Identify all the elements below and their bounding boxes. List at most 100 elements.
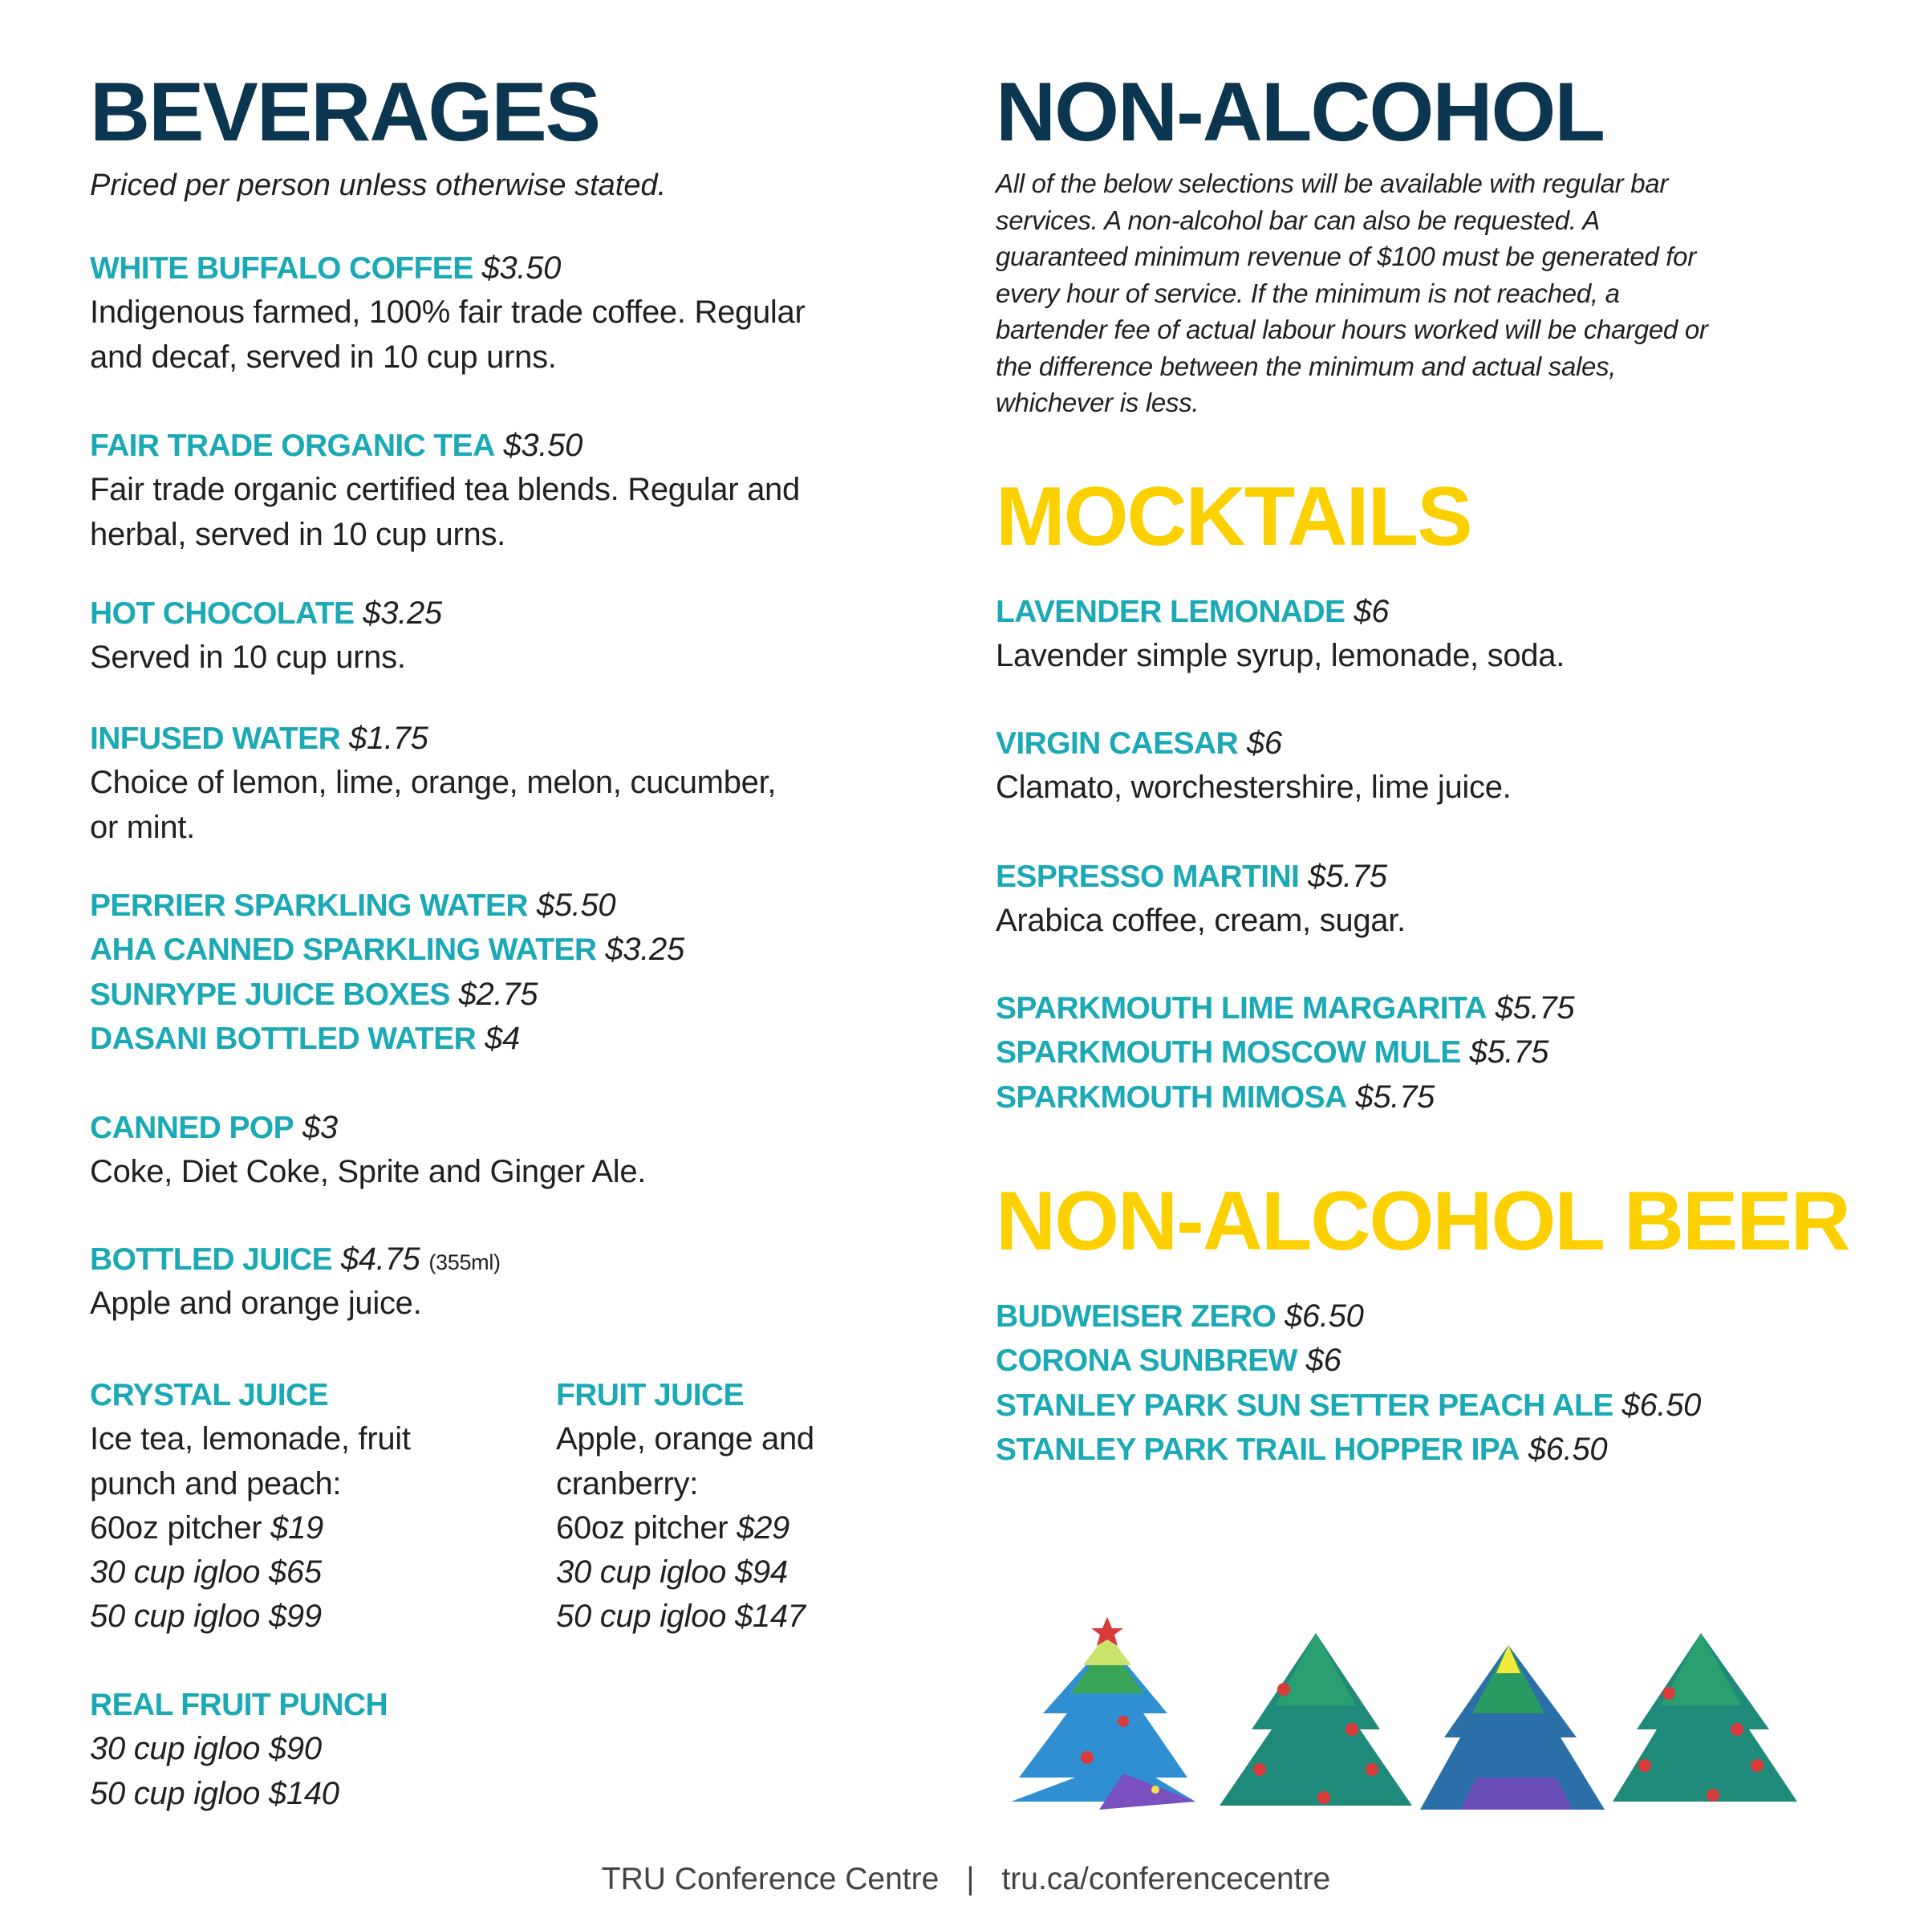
- item-name: VIRGIN CAESAR: [996, 726, 1239, 761]
- item-desc: herbal, served in 10 cup urns.: [90, 516, 505, 552]
- item-name: FAIR TRADE ORGANIC TEA: [90, 429, 495, 463]
- menu-item-virgin-caesar: VIRGIN CAESAR $6 Clamato, worchestershir…: [996, 721, 1512, 811]
- item-desc: Choice of lemon, lime, orange, melon, cu…: [90, 765, 777, 801]
- size-price: $29: [737, 1510, 789, 1546]
- item-price: $3.50: [481, 250, 562, 286]
- paragraph-line: every hour of service. If the minimum is…: [996, 278, 1620, 308]
- sparkmouth-list: SPARKMOUTH LIME MARGARITA $5.75 SPARKMOU…: [996, 986, 1575, 1119]
- item-name: STANLEY PARK TRAIL HOPPER IPA: [996, 1432, 1520, 1467]
- footer-url-link[interactable]: tru.ca/conferencecentre: [1001, 1862, 1331, 1896]
- item-desc: Ice tea, lemonade, fruit: [90, 1421, 411, 1457]
- item-price: $2.75: [458, 976, 538, 1012]
- item-desc: Apple and orange juice.: [90, 1286, 422, 1322]
- menu-item-lavender-lemonade: LAVENDER LEMONADE $6 Lavender simple syr…: [996, 590, 1565, 679]
- item-desc: Apple, orange and: [556, 1421, 814, 1457]
- christmas-tree-icon: [1613, 1633, 1797, 1802]
- item-name: HOT CHOCOLATE: [90, 596, 355, 631]
- item-name: INFUSED WATER: [90, 721, 341, 756]
- item-name: SPARKMOUTH MIMOSA: [996, 1079, 1347, 1115]
- size-label: 60oz pitcher: [90, 1510, 262, 1546]
- menu-item-bottled-juice: BOTTLED JUICE $4.75 (355ml) Apple and or…: [90, 1237, 501, 1327]
- christmas-tree-icon: [1220, 1633, 1412, 1806]
- item-name: REAL FRUIT PUNCH: [90, 1688, 388, 1722]
- item-price: $4: [485, 1020, 520, 1056]
- beverages-subtitle: Priced per person unless otherwise state…: [90, 169, 667, 202]
- item-price: $3.50: [503, 428, 583, 463]
- item-price: $1.75: [348, 721, 428, 756]
- item-desc: Clamato, worchestershire, lime juice.: [996, 770, 1512, 806]
- size-price: $99: [268, 1599, 322, 1635]
- paragraph-line: guaranteed minimum revenue of $100 must …: [996, 242, 1696, 271]
- menu-item-tea: FAIR TRADE ORGANIC TEA $3.50 Fair trade …: [90, 424, 800, 557]
- menu-item-real-fruit-punch: REAL FRUIT PUNCH 30 cup igloo $90 50 cup…: [90, 1683, 388, 1816]
- menu-item-infused-water: INFUSED WATER $1.75 Choice of lemon, lim…: [90, 717, 777, 850]
- paragraph-line: the difference between the minimum and a…: [996, 351, 1617, 381]
- item-desc: Indigenous farmed, 100% fair trade coffe…: [90, 295, 806, 331]
- item-price: $5.75: [1355, 1079, 1435, 1115]
- beer-list: BUDWEISER ZERO $6.50 CORONA SUNBREW $6 S…: [996, 1294, 1701, 1472]
- size-line: 50 cup igloo $140: [90, 1775, 339, 1811]
- item-price: $5.75: [1469, 1034, 1549, 1071]
- item-desc: punch and peach:: [90, 1465, 342, 1501]
- item-name: AHA CANNED SPARKLING WATER: [90, 933, 597, 968]
- menu-item-hot-chocolate: HOT CHOCOLATE $3.25 Served in 10 cup urn…: [90, 591, 442, 681]
- item-name: PERRIER SPARKLING WATER: [90, 888, 529, 923]
- item-name: BUDWEISER ZERO: [996, 1299, 1276, 1334]
- size-label: 50 cup igloo: [556, 1599, 727, 1635]
- item-desc: cranberry:: [556, 1465, 699, 1501]
- item-price: $3: [302, 1110, 338, 1145]
- menu-item-coffee: WHITE BUFFALO COFFEE $3.50 Indigenous fa…: [90, 246, 806, 380]
- item-name: LAVENDER LEMONADE: [996, 595, 1346, 629]
- item-price: $3.25: [363, 595, 442, 631]
- item-desc: Arabica coffee, cream, sugar.: [996, 903, 1406, 939]
- paragraph-line: services. A non-alcohol bar can also be …: [996, 205, 1601, 235]
- item-desc: and decaf, served in 10 cup urns.: [90, 339, 557, 375]
- mocktails-title: MOCKTAILS: [996, 470, 1472, 563]
- item-price: $5.75: [1495, 990, 1575, 1026]
- item-note: (355ml): [428, 1250, 501, 1274]
- menu-item-fruit-juice: FRUIT JUICE Apple, orange and cranberry:…: [556, 1373, 814, 1640]
- item-price: $6: [1354, 594, 1390, 629]
- item-name: CRYSTAL JUICE: [90, 1378, 329, 1412]
- item-desc: Served in 10 cup urns.: [90, 640, 406, 676]
- size-label: 50 cup igloo: [90, 1599, 261, 1635]
- item-name: SUNRYPE JUICE BOXES: [90, 977, 450, 1012]
- water-list: PERRIER SPARKLING WATER $5.50 AHA CANNED…: [90, 884, 684, 1061]
- christmas-tree-icon: [1011, 1617, 1195, 1810]
- item-desc: Fair trade organic certified tea blends.…: [90, 472, 800, 508]
- item-price: $6.50: [1528, 1431, 1608, 1467]
- item-price: $6.50: [1622, 1387, 1702, 1423]
- item-price: $4.75: [340, 1241, 420, 1277]
- non-alcohol-title: NON-ALCOHOL: [996, 66, 1605, 159]
- size-label: 30 cup igloo: [90, 1554, 261, 1591]
- item-name: FRUIT JUICE: [556, 1378, 745, 1412]
- item-name: CANNED POP: [90, 1111, 294, 1145]
- item-desc: Coke, Diet Coke, Sprite and Ginger Ale.: [90, 1154, 647, 1190]
- item-name: WHITE BUFFALO COFFEE: [90, 251, 473, 286]
- non-alcohol-beer-title: NON-ALCOHOL BEER: [996, 1175, 1851, 1268]
- size-price: $65: [268, 1554, 322, 1591]
- item-price: $5.50: [536, 888, 616, 923]
- non-alcohol-paragraph: All of the below selections will be avai…: [996, 165, 1708, 421]
- item-name: DASANI BOTTLED WATER: [90, 1021, 477, 1056]
- menu-item-espresso-martini: ESPRESSO MARTINI $5.75 Arabica coffee, c…: [996, 855, 1406, 944]
- menu-item-crystal-juice: CRYSTAL JUICE Ice tea, lemonade, fruit p…: [90, 1373, 411, 1640]
- item-name: ESPRESSO MARTINI: [996, 859, 1300, 894]
- paragraph-line: All of the below selections will be avai…: [996, 169, 1669, 198]
- christmas-tree-icon: [1420, 1645, 1605, 1810]
- footer-org: TRU Conference Centre: [601, 1862, 940, 1896]
- size-price: $94: [734, 1554, 788, 1591]
- item-name: SPARKMOUTH LIME MARGARITA: [996, 991, 1487, 1026]
- christmas-trees-decoration: [1011, 1617, 1797, 1810]
- paragraph-line: whichever is less.: [996, 388, 1199, 417]
- item-price: $5.75: [1308, 859, 1387, 894]
- item-desc: or mint.: [90, 809, 195, 845]
- size-label: 60oz pitcher: [556, 1510, 729, 1546]
- item-price: $6.50: [1284, 1298, 1364, 1334]
- footer-separator: |: [966, 1862, 975, 1896]
- item-price: $6: [1246, 725, 1282, 761]
- paragraph-line: bartender fee of actual labour hours wor…: [996, 315, 1708, 344]
- item-name: CORONA SUNBREW: [996, 1343, 1297, 1379]
- item-price: $3.25: [605, 932, 684, 968]
- menu-item-canned-pop: CANNED POP $3 Coke, Diet Coke, Sprite an…: [90, 1106, 646, 1195]
